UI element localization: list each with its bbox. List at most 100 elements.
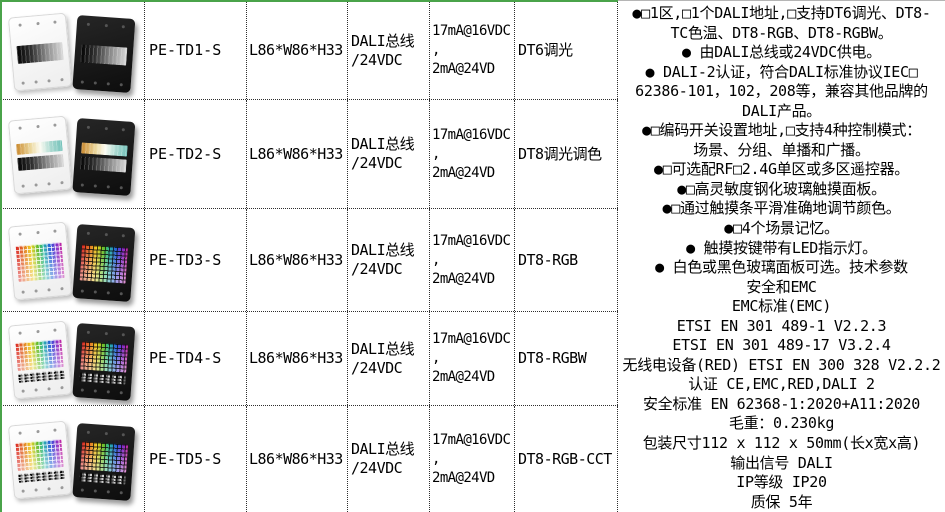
dim-slider-strip: [16, 41, 64, 63]
spec-description-line: ●□通过触摸条平滑准确地调节颜色。: [662, 199, 901, 218]
spec-description-line: TC色温、DT8-RGB、DT8-RGBW。: [670, 23, 893, 42]
touch-panel-white-dimmer: [7, 12, 73, 91]
top-touch-keys: [83, 22, 129, 28]
touch-key-dot: [104, 431, 108, 436]
size-text: L86*W86*H33: [249, 250, 343, 269]
touch-key-dot: [60, 77, 64, 81]
touch-key-dot: [119, 491, 123, 495]
touch-key-dot: [53, 327, 57, 332]
size-cell: L86*W86*H33: [247, 100, 348, 208]
touch-key-dot: [104, 23, 108, 27]
product-image-cell: [0, 100, 145, 208]
spec-description-line: ETSI EN 301 489-17 V3.2.4: [672, 336, 891, 355]
top-touch-keys: [83, 231, 129, 238]
touch-panel-white-rgbw: [7, 320, 73, 399]
touch-key-dot: [121, 24, 125, 28]
bottom-touch-keys: [79, 183, 125, 190]
panel-face: [15, 27, 65, 78]
power-line: /24VDC: [351, 50, 403, 69]
table-row: PE-TD1-S L86*W86*H33 DALI总线/24VDC 17mA@1…: [0, 2, 618, 100]
power-cell: DALI总线/24VDC: [348, 209, 430, 311]
touch-key-dot: [119, 82, 123, 86]
spec-description-line: ●□1区,□1个DALI地址,□支持DT6调光、DT8-: [632, 4, 931, 22]
power-line: /24VDC: [351, 260, 403, 278]
current-cell: 17mA@16VDC, 2mA@24VD: [430, 406, 515, 512]
touch-key-dot: [86, 430, 90, 434]
current-line: 17mA@16VDC: [432, 431, 511, 448]
current-line: 2mA@24VD: [432, 164, 495, 181]
bottom-touch-keys: [20, 385, 66, 393]
touch-key-dot: [106, 185, 110, 189]
touch-key-dot: [60, 287, 64, 291]
touch-key-dot: [47, 487, 51, 491]
touch-key-dot: [35, 124, 40, 129]
dim-slider-strip: [79, 156, 127, 173]
size-cell: L86*W86*H33: [247, 406, 348, 512]
spec-description-line: 安全和EMC: [746, 277, 817, 296]
spec-description-line: 认证 CE,EMC,RED,DALI 2: [688, 375, 875, 394]
bottom-touch-keys: [20, 77, 66, 85]
touch-key-dot: [106, 81, 110, 85]
rgb-color-grid: [79, 243, 129, 284]
touch-key-dot: [34, 488, 38, 492]
cct-slider-strip: [81, 142, 128, 157]
touch-key-dot: [119, 292, 123, 296]
touch-key-dot: [106, 291, 110, 295]
spec-description-line: 质保 5年: [750, 492, 813, 511]
panel-face: [79, 132, 128, 182]
panel-face: [79, 337, 129, 387]
touch-key-dot: [121, 433, 125, 437]
top-touch-keys: [14, 229, 60, 236]
current-line: ,: [432, 145, 440, 162]
touch-key-dot: [47, 182, 51, 186]
spec-description-line: EMC标准(EMC): [731, 297, 832, 316]
cct-slider-strip: [15, 140, 63, 156]
spec-description-line: ●□可选配RF□2.4G单区或多区遥控器。: [654, 160, 909, 179]
touch-key-dot: [93, 388, 97, 393]
power-line: /24VDC: [351, 154, 403, 172]
dali-type-text: DT8调光调色: [518, 144, 602, 163]
bottom-touch-keys: [20, 181, 66, 188]
touch-key-dot: [21, 80, 25, 85]
touch-key-dot: [47, 78, 51, 82]
current-line: ,: [432, 42, 440, 58]
touch-key-dot: [104, 126, 108, 131]
touch-key-dot: [21, 489, 25, 493]
touch-key-dot: [60, 385, 64, 389]
top-touch-keys: [14, 428, 60, 435]
touch-panel-black-rgbw: [72, 322, 136, 401]
rgb-color-grid: [15, 241, 65, 282]
bottom-touch-keys: [79, 79, 125, 86]
left-accent-line: [0, 0, 2, 512]
current-line: ,: [432, 450, 440, 467]
model-cell: PE-TD3-S: [145, 209, 247, 311]
touch-key-dot: [80, 488, 84, 492]
model-text: PE-TD5-S: [149, 449, 222, 468]
spec-description-line: 包装尺寸112 x 112 x 50mm(长x宽x高): [642, 434, 921, 453]
dali-type-text: DT8-RGB: [518, 250, 578, 269]
spec-description-line: 毛重：0.230kg: [728, 414, 835, 433]
table-row: PE-TD2-S L86*W86*H33 DALI总线/24VDC 17mA@1…: [0, 100, 618, 209]
spec-description-line: 输出信号 DALI: [730, 453, 833, 472]
spec-description: ●□1区,□1个DALI地址,□支持DT6调光、DT8- TC色温、DT8-RG…: [618, 0, 945, 512]
touch-key-dot: [47, 386, 51, 390]
touch-key-dot: [34, 289, 38, 293]
top-touch-keys: [83, 430, 129, 437]
spec-description-line: ● 由DALI总线或24VDC供电。: [682, 43, 881, 62]
table-row: PE-TD4-S L86*W86*H33 DALI总线/24VDC 17mA@1…: [0, 312, 618, 406]
touch-key-dot: [21, 290, 25, 294]
spec-description-line: 安全标准 EN 62368-1:2020+A11:2020: [642, 394, 921, 413]
touch-key-dot: [80, 79, 84, 84]
current-cell: 17mA@16VDC, 2mA@24VD: [430, 100, 515, 208]
current-line: 2mA@24VD: [432, 270, 495, 287]
touch-key-dot: [86, 125, 90, 129]
size-text: L86*W86*H33: [249, 41, 343, 59]
panel-face: [15, 435, 65, 486]
touch-key-dot: [60, 486, 64, 490]
touch-key-dot: [35, 329, 40, 333]
touch-key-dot: [119, 186, 123, 190]
touch-key-dot: [93, 290, 97, 294]
touch-key-dot: [21, 388, 25, 393]
rgb-color-grid: [15, 438, 64, 471]
